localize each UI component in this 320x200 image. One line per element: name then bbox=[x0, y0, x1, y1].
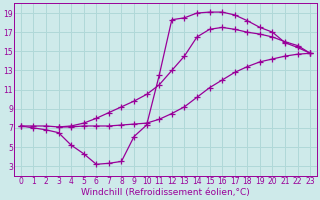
X-axis label: Windchill (Refroidissement éolien,°C): Windchill (Refroidissement éolien,°C) bbox=[81, 188, 250, 197]
